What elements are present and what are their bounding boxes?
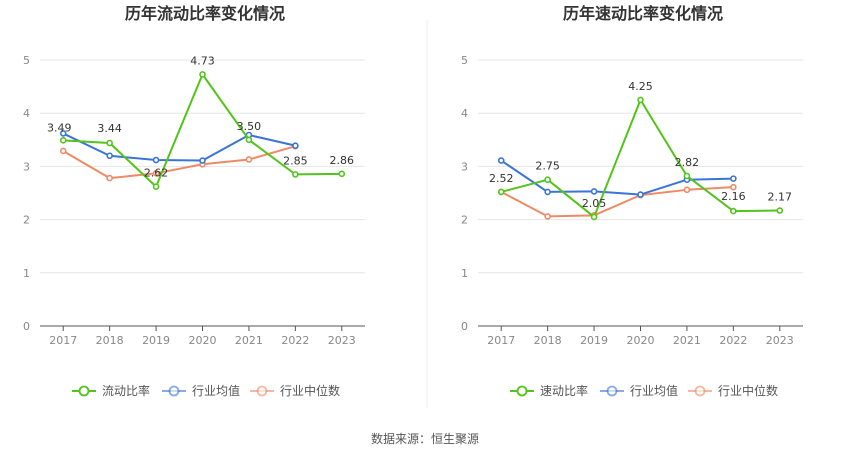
- legend-marker: [694, 385, 706, 397]
- data-point: [497, 157, 505, 164]
- data-point: [106, 139, 113, 147]
- y-tick-label: 3: [461, 160, 468, 173]
- data-point: [152, 183, 160, 190]
- data-label: 2.16: [721, 190, 746, 203]
- x-tick-label: 2018: [96, 334, 124, 347]
- x-tick-label: 2021: [673, 334, 701, 347]
- data-point: [637, 191, 644, 198]
- y-tick-label: 0: [23, 320, 30, 333]
- data-label: 3.50: [237, 120, 262, 133]
- data-point: [59, 137, 67, 144]
- y-tick-label: 2: [23, 214, 30, 227]
- data-label: 4.25: [628, 80, 653, 93]
- legend-item: 速动比率: [510, 383, 588, 398]
- data-point: [544, 176, 551, 183]
- y-tick-label: 1: [23, 267, 30, 280]
- y-tick-label: 4: [461, 107, 468, 120]
- data-point: [152, 156, 160, 164]
- x-tick-label: 2019: [142, 334, 170, 347]
- y-tick-label: 4: [23, 107, 30, 120]
- legend-marker: [606, 385, 618, 397]
- data-point: [338, 170, 346, 178]
- x-tick-label: 2023: [766, 334, 794, 347]
- legend-marker: [168, 385, 180, 397]
- data-label: 2.82: [675, 156, 700, 169]
- data-point: [199, 157, 206, 164]
- data-point: [590, 213, 598, 221]
- data-label: 4.73: [190, 54, 215, 67]
- legend-item: 流动比率: [72, 383, 150, 398]
- y-tick-label: 3: [23, 160, 30, 173]
- chart-title: 历年流动比率变化情况: [125, 4, 285, 23]
- x-tick-label: 2017: [49, 334, 77, 347]
- data-point: [152, 170, 160, 177]
- data-label: 3.49: [47, 121, 72, 134]
- data-point: [544, 188, 551, 196]
- legend-label: 行业中位数: [718, 383, 778, 398]
- y-tick-label: 2: [461, 214, 468, 227]
- legend-label: 行业中位数: [280, 383, 340, 398]
- legend-marker: [516, 385, 528, 397]
- data-point: [199, 71, 206, 78]
- legend-item: 行业中位数: [250, 383, 340, 398]
- series-line: [62, 145, 296, 180]
- legend-label: 流动比率: [102, 383, 150, 398]
- data-point: [292, 142, 299, 149]
- data-point: [59, 147, 67, 155]
- data-point: [59, 130, 67, 137]
- data-label: 2.62: [144, 167, 169, 180]
- data-label: 3.44: [97, 122, 122, 135]
- y-tick-label: 1: [461, 267, 468, 280]
- x-tick-label: 2022: [281, 334, 309, 347]
- data-point: [590, 188, 598, 195]
- y-tick-label: 0: [461, 320, 468, 333]
- data-point: [245, 156, 253, 163]
- x-tick-label: 2022: [719, 334, 747, 347]
- chart-title: 历年速动比率变化情况: [563, 4, 723, 23]
- x-tick-label: 2017: [487, 334, 515, 347]
- y-tick-label: 5: [461, 54, 468, 67]
- data-point: [683, 186, 691, 194]
- legend-marker: [78, 385, 90, 397]
- chart-1: 历年流动比率变化情况 0 1 2 3 4 5 2017 2018 2019 2020 2021 2022…: [23, 4, 365, 398]
- x-tick-label: 2018: [534, 334, 562, 347]
- data-point: [544, 213, 551, 220]
- chart-2: 历年速动比率变化情况 0 1 2 3 4 5 2017 2018 2019 2020 2021 2022…: [461, 4, 803, 398]
- source-note: 数据来源：恒生聚源: [371, 431, 479, 446]
- legend-item: 行业中位数: [688, 383, 778, 398]
- series-line: [62, 132, 296, 162]
- series-line: [500, 159, 734, 196]
- legend-label: 行业均值: [630, 383, 678, 398]
- data-point: [730, 175, 737, 182]
- data-point: [497, 188, 505, 196]
- data-point: [776, 207, 784, 214]
- x-tick-label: 2020: [189, 334, 217, 347]
- legend-item: 行业均值: [162, 383, 240, 398]
- data-point: [730, 207, 737, 215]
- data-label: 2.85: [283, 154, 308, 167]
- data-label: 2.17: [768, 191, 793, 204]
- x-tick-label: 2019: [580, 334, 608, 347]
- data-label: 2.05: [582, 197, 607, 210]
- legend-item: 行业均值: [600, 383, 678, 398]
- x-tick-label: 2021: [235, 334, 263, 347]
- data-point: [683, 172, 691, 180]
- data-point: [637, 96, 644, 104]
- data-point: [106, 152, 113, 160]
- x-tick-label: 2023: [328, 334, 356, 347]
- legend-label: 行业均值: [192, 383, 240, 398]
- y-tick-label: 5: [23, 54, 30, 67]
- x-tick-label: 2020: [627, 334, 655, 347]
- series-line: [500, 186, 734, 218]
- data-point: [292, 171, 299, 178]
- data-label: 2.75: [535, 160, 560, 173]
- data-label: 2.86: [330, 154, 355, 167]
- legend-marker: [256, 385, 268, 397]
- data-point: [106, 174, 113, 182]
- data-point: [245, 136, 253, 144]
- data-label: 2.52: [489, 172, 514, 185]
- legend-label: 速动比率: [540, 383, 588, 398]
- data-point: [730, 183, 737, 191]
